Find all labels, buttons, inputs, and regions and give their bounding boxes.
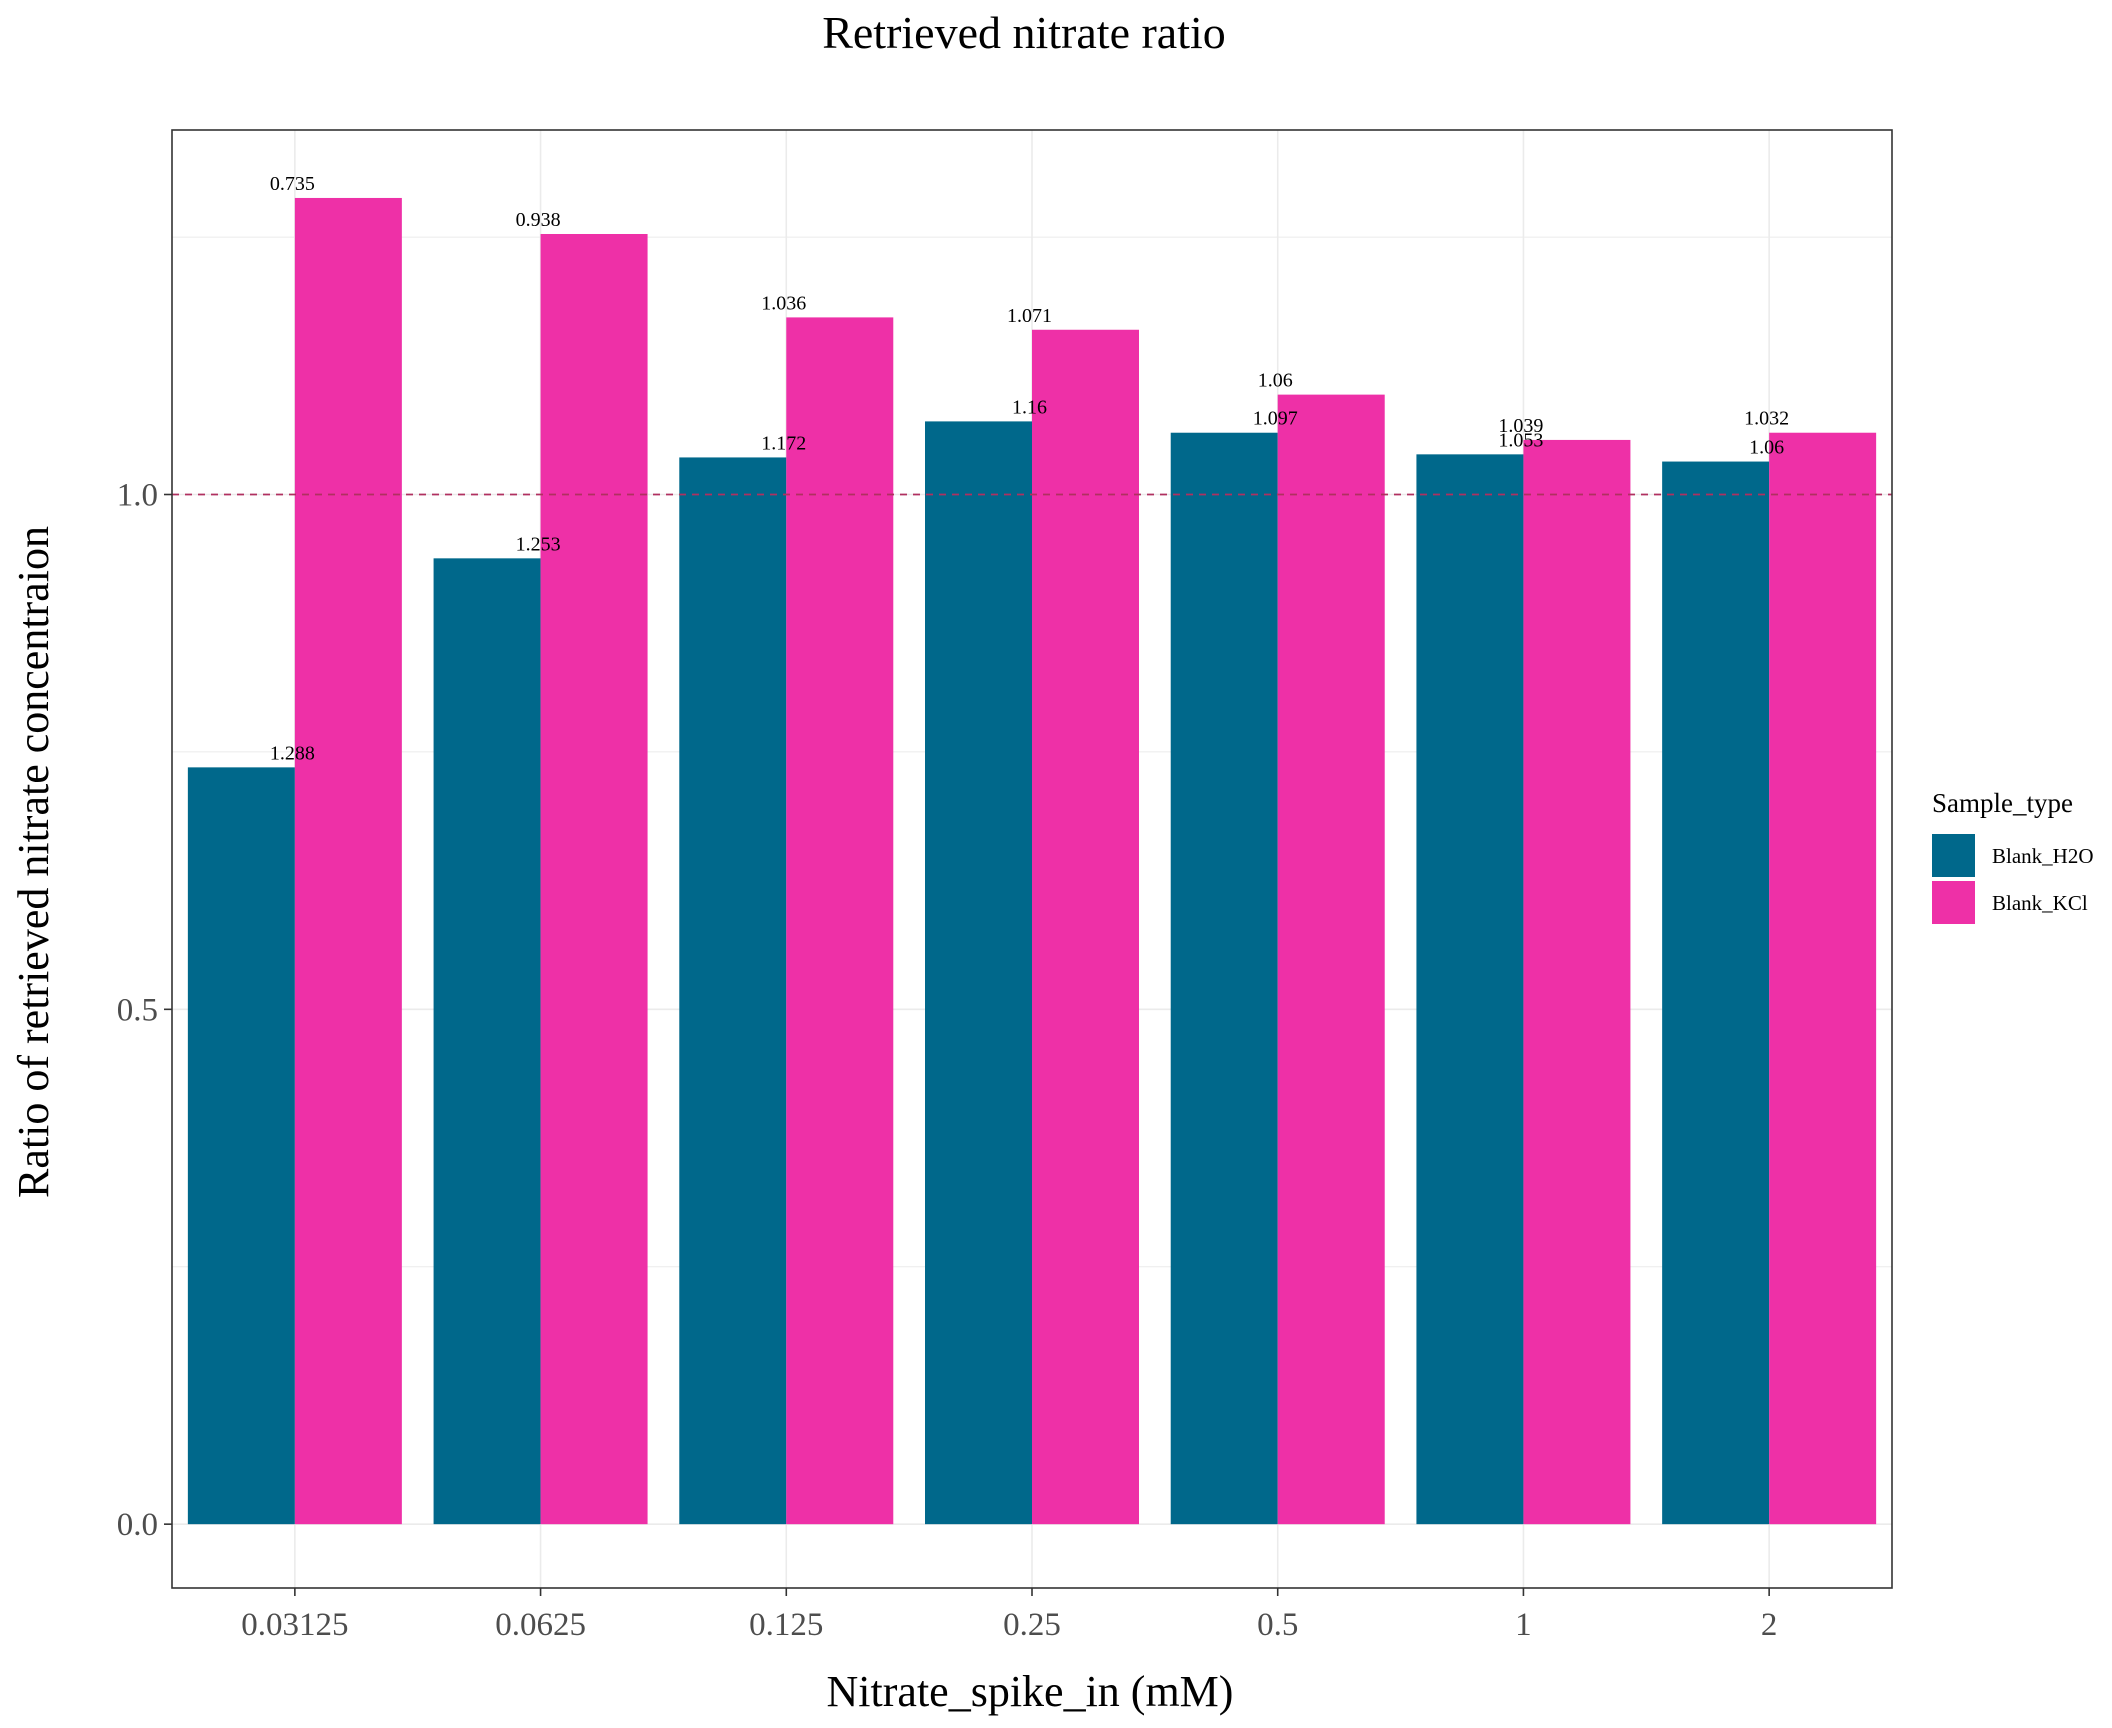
legend-key-blank-kcl bbox=[1932, 881, 1975, 924]
data-label: 1.06 bbox=[1258, 370, 1293, 392]
bar-blank-kcl bbox=[1769, 432, 1877, 1525]
y-tick-label: 1.0 bbox=[117, 478, 158, 514]
data-label: 0.938 bbox=[516, 209, 561, 231]
data-label: 1.16 bbox=[1012, 396, 1047, 418]
data-label: 1.032 bbox=[1744, 408, 1789, 430]
legend-label: Blank_KCl bbox=[1992, 891, 2088, 915]
x-axis-title: Nitrate_spike_in (mM) bbox=[827, 1667, 1234, 1716]
y-tick-label: 0.5 bbox=[117, 992, 158, 1028]
y-axis-title: Ratio of retrieved nitrate concentraion bbox=[9, 526, 58, 1198]
bar-blank-kcl bbox=[294, 197, 402, 1525]
x-tick-label: 0.0625 bbox=[495, 1607, 586, 1643]
bar-blank-h2o bbox=[433, 558, 541, 1525]
bar-blank-h2o bbox=[925, 421, 1032, 1525]
plot-area: 0.735 0.938 1.036 1.071 1.06 1.039 1.032 1.288 1… bbox=[117, 129, 1893, 1643]
bar-blank-h2o bbox=[1416, 454, 1524, 1525]
data-label: 1.039 bbox=[1498, 415, 1543, 437]
legend: Sample_type Blank_H2O Blank_KCl bbox=[1932, 788, 2094, 924]
x-tick-label: 0.125 bbox=[749, 1607, 823, 1643]
data-label: 1.253 bbox=[516, 533, 561, 555]
bar-blank-kcl bbox=[1032, 329, 1139, 1525]
bar-blank-kcl bbox=[1523, 439, 1631, 1525]
data-label: 1.071 bbox=[1007, 305, 1052, 327]
y-tick-label: 0.0 bbox=[117, 1507, 158, 1543]
data-label: 1.06 bbox=[1749, 437, 1784, 459]
x-tick-label: 2 bbox=[1761, 1607, 1778, 1643]
x-tick-label: 0.03125 bbox=[241, 1607, 348, 1643]
bar-blank-kcl bbox=[540, 233, 648, 1525]
bar-blank-h2o bbox=[1170, 432, 1278, 1525]
bar-blank-h2o bbox=[187, 767, 295, 1525]
data-label: 1.097 bbox=[1253, 408, 1298, 430]
bar-blank-h2o bbox=[679, 457, 787, 1525]
chart-title: Retrieved nitrate ratio bbox=[822, 7, 1226, 58]
data-label: 1.172 bbox=[761, 432, 806, 454]
data-label: 0.735 bbox=[270, 173, 315, 195]
legend-label: Blank_H2O bbox=[1992, 844, 2094, 868]
data-label: 1.036 bbox=[761, 292, 806, 314]
x-tick-label: 1 bbox=[1515, 1607, 1532, 1643]
bar-blank-kcl bbox=[786, 317, 894, 1525]
legend-title: Sample_type bbox=[1932, 788, 2073, 818]
data-label: 1.288 bbox=[270, 742, 315, 764]
data-label: 1.053 bbox=[1498, 429, 1543, 451]
bar-blank-kcl bbox=[1277, 394, 1385, 1525]
x-tick-label: 0.5 bbox=[1257, 1607, 1298, 1643]
legend-key-blank-h2o bbox=[1932, 834, 1975, 877]
x-tick-label: 0.25 bbox=[1003, 1607, 1061, 1643]
bar-blank-h2o bbox=[1662, 461, 1770, 1525]
